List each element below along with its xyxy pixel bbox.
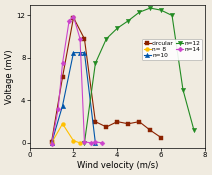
- n=12: [138, 11, 141, 13]
- n=14: [61, 62, 64, 64]
- n= 8: [50, 142, 53, 144]
- n=12: [94, 62, 97, 64]
- Line: n=12: n=12: [82, 6, 196, 145]
- X-axis label: Wind velocity (m/s): Wind velocity (m/s): [77, 161, 158, 170]
- Line: n=14: n=14: [50, 15, 104, 146]
- n=12: [149, 7, 151, 9]
- n= 8: [72, 140, 75, 142]
- circular: [116, 121, 119, 123]
- circular: [61, 76, 64, 78]
- circular: [50, 141, 53, 143]
- n=12: [105, 38, 108, 40]
- Legend: circular, n= 8, n=10, n=12, n=14: circular, n= 8, n=10, n=12, n=14: [142, 39, 202, 60]
- n=14: [50, 143, 53, 145]
- circular: [138, 121, 141, 123]
- Line: n= 8: n= 8: [50, 122, 82, 145]
- circular: [83, 38, 86, 40]
- n=10: [94, 142, 97, 144]
- n=12: [116, 27, 119, 29]
- n=14: [90, 142, 92, 144]
- n=14: [94, 141, 97, 143]
- n=14: [83, 141, 86, 143]
- n= 8: [61, 123, 64, 125]
- Y-axis label: Voltage (mV): Voltage (mV): [5, 49, 14, 104]
- n=14: [57, 108, 59, 110]
- circular: [105, 126, 108, 128]
- n=10: [72, 52, 75, 54]
- circular: [72, 17, 75, 19]
- n=12: [160, 9, 162, 11]
- n=14: [101, 142, 103, 144]
- circular: [149, 129, 151, 131]
- n=10: [79, 52, 81, 54]
- n=12: [83, 142, 86, 144]
- n=12: [182, 89, 184, 91]
- circular: [127, 123, 130, 125]
- n=10: [50, 142, 53, 144]
- n=10: [61, 105, 64, 107]
- circular: [160, 136, 162, 139]
- n=12: [127, 20, 130, 22]
- n= 8: [79, 142, 81, 144]
- n=12: [171, 14, 173, 16]
- n=12: [193, 129, 195, 131]
- circular: [94, 121, 97, 123]
- Line: n=10: n=10: [49, 50, 98, 145]
- n=14: [68, 20, 70, 22]
- n=10: [83, 52, 86, 54]
- n=14: [79, 38, 81, 40]
- Line: circular: circular: [50, 16, 163, 144]
- n=14: [72, 16, 75, 18]
